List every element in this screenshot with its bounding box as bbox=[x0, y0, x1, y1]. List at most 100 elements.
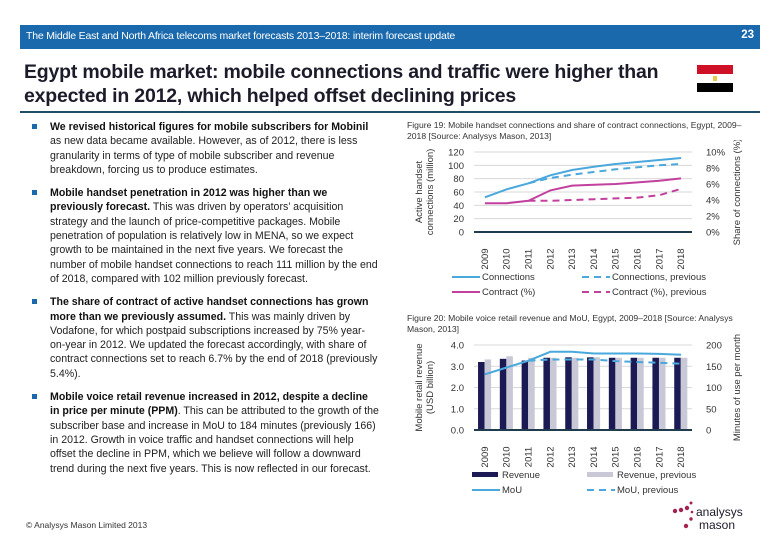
y-right-tick-label: 4% bbox=[706, 196, 720, 207]
logo-text-line2: mason bbox=[699, 518, 735, 532]
series-line-mou-previous bbox=[528, 358, 682, 365]
bar-revenue-previous bbox=[506, 356, 513, 430]
y-tick-label: 40 bbox=[453, 201, 464, 212]
bar-revenue-previous bbox=[571, 357, 579, 430]
bullet-text: This was driven by operators’ acquisitio… bbox=[50, 201, 378, 285]
bar-revenue bbox=[674, 357, 681, 430]
y-right-tick-label: 150 bbox=[706, 362, 722, 373]
x-tick-label: 2012 bbox=[545, 446, 556, 467]
y-tick-label: 3.0 bbox=[451, 362, 464, 373]
bullet-square-icon bbox=[32, 299, 37, 305]
x-tick-label: 2016 bbox=[633, 248, 644, 269]
series-line-contract bbox=[484, 177, 682, 205]
y-tick-label: 80 bbox=[453, 174, 464, 185]
legend-label: MoU, previous bbox=[617, 485, 678, 496]
x-tick-label: 2017 bbox=[654, 446, 665, 467]
y-tick-label: 4.0 bbox=[451, 341, 464, 352]
bullet-item: The share of contract of active handset … bbox=[30, 295, 380, 381]
bar-revenue bbox=[499, 358, 507, 430]
x-tick-label: 2009 bbox=[480, 446, 491, 467]
bar-revenue-previous bbox=[484, 359, 492, 430]
x-tick-label: 2015 bbox=[611, 248, 622, 269]
egypt-flag-icon bbox=[697, 65, 733, 92]
x-tick-label: 2013 bbox=[567, 248, 578, 269]
legend-label: Contract (%) bbox=[482, 287, 535, 298]
y-right-axis-title: Share of connections (%) bbox=[732, 140, 743, 245]
logo-text-line1: analysys bbox=[696, 505, 743, 519]
report-header-bar: The Middle East and North Africa telecom… bbox=[20, 25, 760, 49]
series-line-mou bbox=[484, 350, 682, 376]
bar-revenue bbox=[587, 357, 594, 430]
bullet-square-icon bbox=[32, 124, 37, 129]
y-axis-title: Active handsetconnections (million) bbox=[414, 149, 436, 236]
x-tick-label: 2017 bbox=[654, 248, 665, 269]
flag-red-stripe bbox=[697, 65, 733, 74]
y-right-tick-label: 0 bbox=[706, 426, 711, 437]
bar-revenue-previous bbox=[658, 357, 666, 430]
legend-label: Revenue, previous bbox=[617, 470, 696, 481]
series-line-contract-previous bbox=[528, 187, 682, 202]
copyright: © Analysys Mason Limited 2013 bbox=[26, 520, 148, 530]
x-tick-label: 2011 bbox=[524, 447, 535, 467]
x-tick-label: 2014 bbox=[589, 248, 600, 269]
figure-20-chart: 0.0 1.0 2.0 3.0 4.0 0 50 100 150 200 2009 2010 2011 2… bbox=[414, 334, 743, 496]
bullet-square-icon bbox=[32, 394, 37, 400]
bullet-item: We revised historical figures for mobile… bbox=[30, 120, 380, 177]
legend-label: Connections, previous bbox=[612, 272, 706, 283]
bar-revenue bbox=[608, 357, 616, 430]
y-tick-label: 1.0 bbox=[451, 404, 464, 415]
bar-revenue-previous bbox=[528, 357, 535, 430]
bar-revenue bbox=[543, 357, 550, 430]
y-right-tick-label: 8% bbox=[706, 164, 720, 175]
x-tick-label: 2013 bbox=[567, 446, 578, 467]
x-tick-label: 2010 bbox=[502, 248, 513, 269]
bar-revenue bbox=[630, 357, 638, 430]
bar-revenue bbox=[565, 357, 572, 430]
y-tick-label: 0.0 bbox=[451, 426, 464, 437]
y-right-tick-label: 2% bbox=[706, 212, 720, 223]
y-axis-title: Mobile retail revenue(USD billion) bbox=[414, 343, 436, 431]
figure-19-chart: 0 20 40 60 80 100 120 0% 2% 4% 6% 8% 10% 2009 2010 2011… bbox=[414, 140, 743, 298]
legend-swatch bbox=[587, 472, 613, 477]
y-tick-label: 60 bbox=[453, 188, 464, 199]
bullet-text: . This can be attributed to the growth o… bbox=[50, 405, 379, 475]
legend-label: Contract (%), previous bbox=[612, 287, 707, 298]
series-line-connections bbox=[484, 157, 682, 199]
x-tick-label: 2014 bbox=[589, 446, 600, 467]
bullet-list: We revised historical figures for mobile… bbox=[30, 120, 380, 485]
y-right-tick-label: 10% bbox=[706, 148, 726, 159]
page-number: 23 bbox=[741, 29, 754, 41]
y-right-axis-title: Minutes of use per month bbox=[732, 334, 743, 441]
legend-swatch bbox=[472, 472, 498, 477]
bar-revenue-previous bbox=[637, 357, 644, 430]
bar-revenue bbox=[478, 362, 485, 430]
y-tick-label: 100 bbox=[448, 161, 464, 172]
bullet-square-icon bbox=[32, 190, 37, 196]
bullet-item: Mobile voice retail revenue increased in… bbox=[30, 390, 380, 476]
y-right-tick-label: 50 bbox=[706, 404, 717, 415]
x-tick-label: 2010 bbox=[502, 446, 513, 467]
legend-label: Revenue bbox=[502, 470, 540, 481]
bullet-bold: We revised historical figures for mobile… bbox=[50, 121, 369, 133]
x-tick-label: 2011 bbox=[524, 249, 535, 269]
figure-19-caption: Figure 19: Mobile handset connections an… bbox=[407, 120, 742, 141]
x-tick-label: 2016 bbox=[633, 446, 644, 467]
bullet-item: Mobile handset penetration in 2012 was h… bbox=[30, 186, 380, 286]
y-right-tick-label: 200 bbox=[706, 341, 722, 352]
y-tick-label: 20 bbox=[453, 214, 464, 225]
x-tick-label: 2018 bbox=[676, 248, 687, 269]
x-tick-label: 2009 bbox=[480, 248, 491, 269]
legend-label: Connections bbox=[482, 272, 535, 283]
y-tick-label: 120 bbox=[448, 148, 464, 159]
bullet-bold: Mobile handset penetration in 2012 was h… bbox=[50, 187, 328, 214]
y-tick-label: 0 bbox=[459, 228, 464, 239]
title-divider bbox=[20, 111, 760, 113]
analysys-mason-logo: analysys mason bbox=[672, 501, 743, 532]
bullet-bold: Mobile voice retail revenue increased in… bbox=[50, 391, 368, 418]
bar-revenue bbox=[652, 357, 659, 430]
bar-revenue-previous bbox=[680, 357, 688, 430]
x-tick-label: 2015 bbox=[611, 446, 622, 467]
bullet-text: as new data became available. However, a… bbox=[50, 135, 358, 176]
flag-black-stripe bbox=[697, 83, 733, 92]
page-title: Egypt mobile market: mobile connections … bbox=[24, 61, 659, 107]
